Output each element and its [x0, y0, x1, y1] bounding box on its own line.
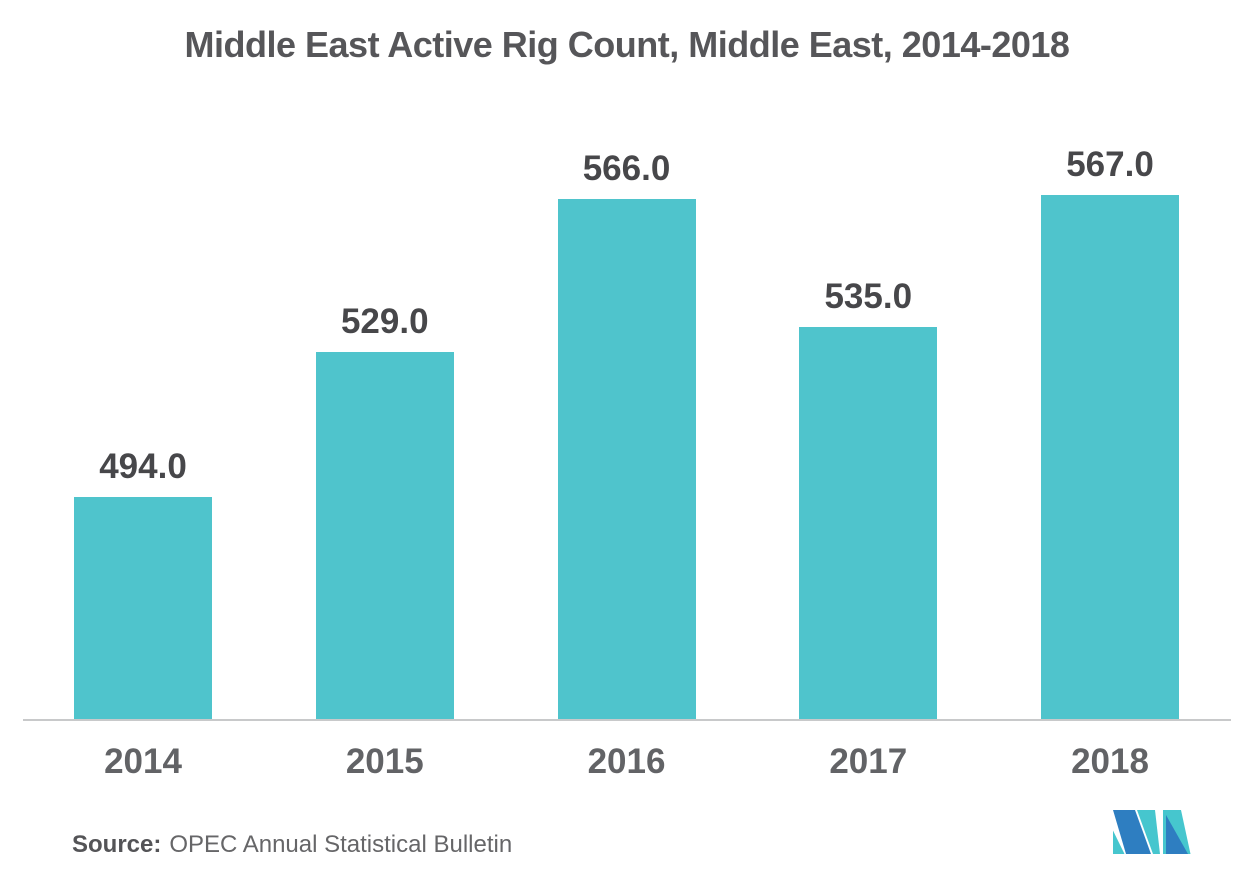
x-tick-label: 2016: [587, 742, 666, 781]
x-tick-label: 2017: [829, 742, 908, 781]
bar-slot: 566.0: [557, 108, 696, 720]
bar-value-label: 494.0: [99, 447, 187, 486]
logo-left-band: [1113, 810, 1151, 854]
x-axis-line: [23, 719, 1231, 721]
bar: [557, 199, 696, 720]
bar-value-label: 566.0: [582, 149, 671, 188]
x-tick-label: 2015: [345, 742, 424, 781]
x-axis-labels: 2014 2015 2016 2017 2018: [74, 744, 1179, 779]
bar-slot: 494.0: [74, 108, 212, 720]
source-text: OPEC Annual Statistical Bulletin: [169, 831, 513, 858]
source-note: Source: OPEC Annual Statistical Bulletin: [72, 831, 512, 859]
bar: [315, 352, 454, 720]
bar-slot: 529.0: [315, 108, 454, 720]
chart-title: Middle East Active Rig Count, Middle Eas…: [184, 24, 1070, 65]
bar-value-label: 567.0: [1066, 145, 1154, 184]
bar-slot: 535.0: [799, 108, 938, 720]
x-tick-label: 2014: [104, 742, 182, 781]
bar: [74, 497, 212, 720]
x-tick-label: 2018: [1071, 742, 1149, 781]
mordor-intelligence-logo: [1113, 810, 1191, 854]
bar: [799, 327, 938, 720]
logo-middle-band: [1137, 810, 1160, 854]
source-label: Source:: [72, 831, 162, 858]
bar-slot: 567.0: [1041, 108, 1179, 720]
logo-right-triangle: [1166, 815, 1188, 854]
bar-value-label: 535.0: [824, 277, 913, 316]
bar: [1041, 195, 1179, 720]
plot-area: 494.0 529.0 566.0 535.0 567.0: [74, 108, 1179, 720]
logo-left-triangle: [1113, 830, 1125, 854]
bar-value-label: 529.0: [340, 302, 429, 341]
